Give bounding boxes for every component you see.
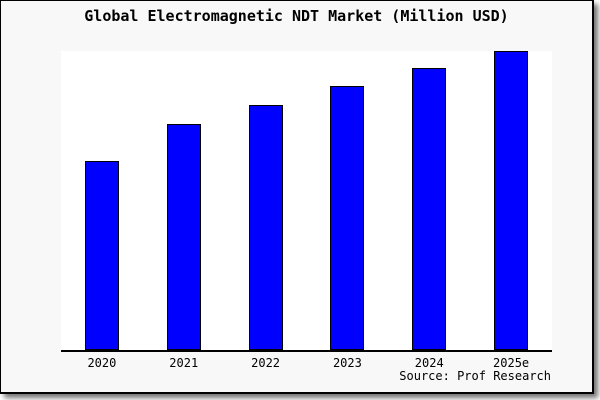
source-note: Source: Prof Research: [399, 369, 551, 383]
x-tick-label-2020: 2020: [87, 356, 117, 370]
bar-2024: [412, 68, 447, 350]
x-tick-label-2022: 2022: [251, 356, 281, 370]
plot-area: [61, 51, 552, 352]
bar-2023: [330, 86, 365, 350]
x-tick-label-2025e: 2025e: [493, 356, 530, 370]
chart-frame: Global Electromagnetic NDT Market (Milli…: [0, 0, 594, 394]
bar-2020: [84, 161, 119, 350]
x-tick-label-2023: 2023: [332, 356, 362, 370]
chart-title: Global Electromagnetic NDT Market (Milli…: [84, 7, 509, 25]
bar-2025e: [494, 51, 529, 350]
x-tick-label-2021: 2021: [169, 356, 199, 370]
x-tick-label-2024: 2024: [414, 356, 444, 370]
bar-2022: [248, 105, 283, 350]
bar-2021: [166, 124, 201, 350]
